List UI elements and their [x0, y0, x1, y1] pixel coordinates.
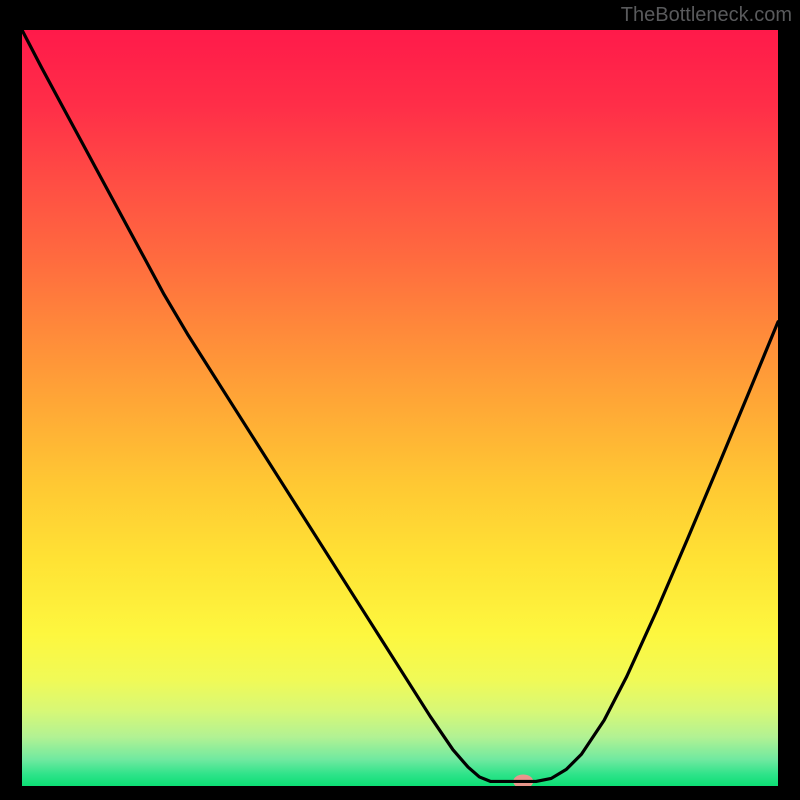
plot-area: [22, 30, 778, 786]
bottleneck-curve: [22, 30, 778, 781]
chart-container: TheBottleneck.com: [0, 0, 800, 800]
attribution-text: TheBottleneck.com: [621, 4, 792, 27]
chart-line-layer: [22, 30, 778, 786]
